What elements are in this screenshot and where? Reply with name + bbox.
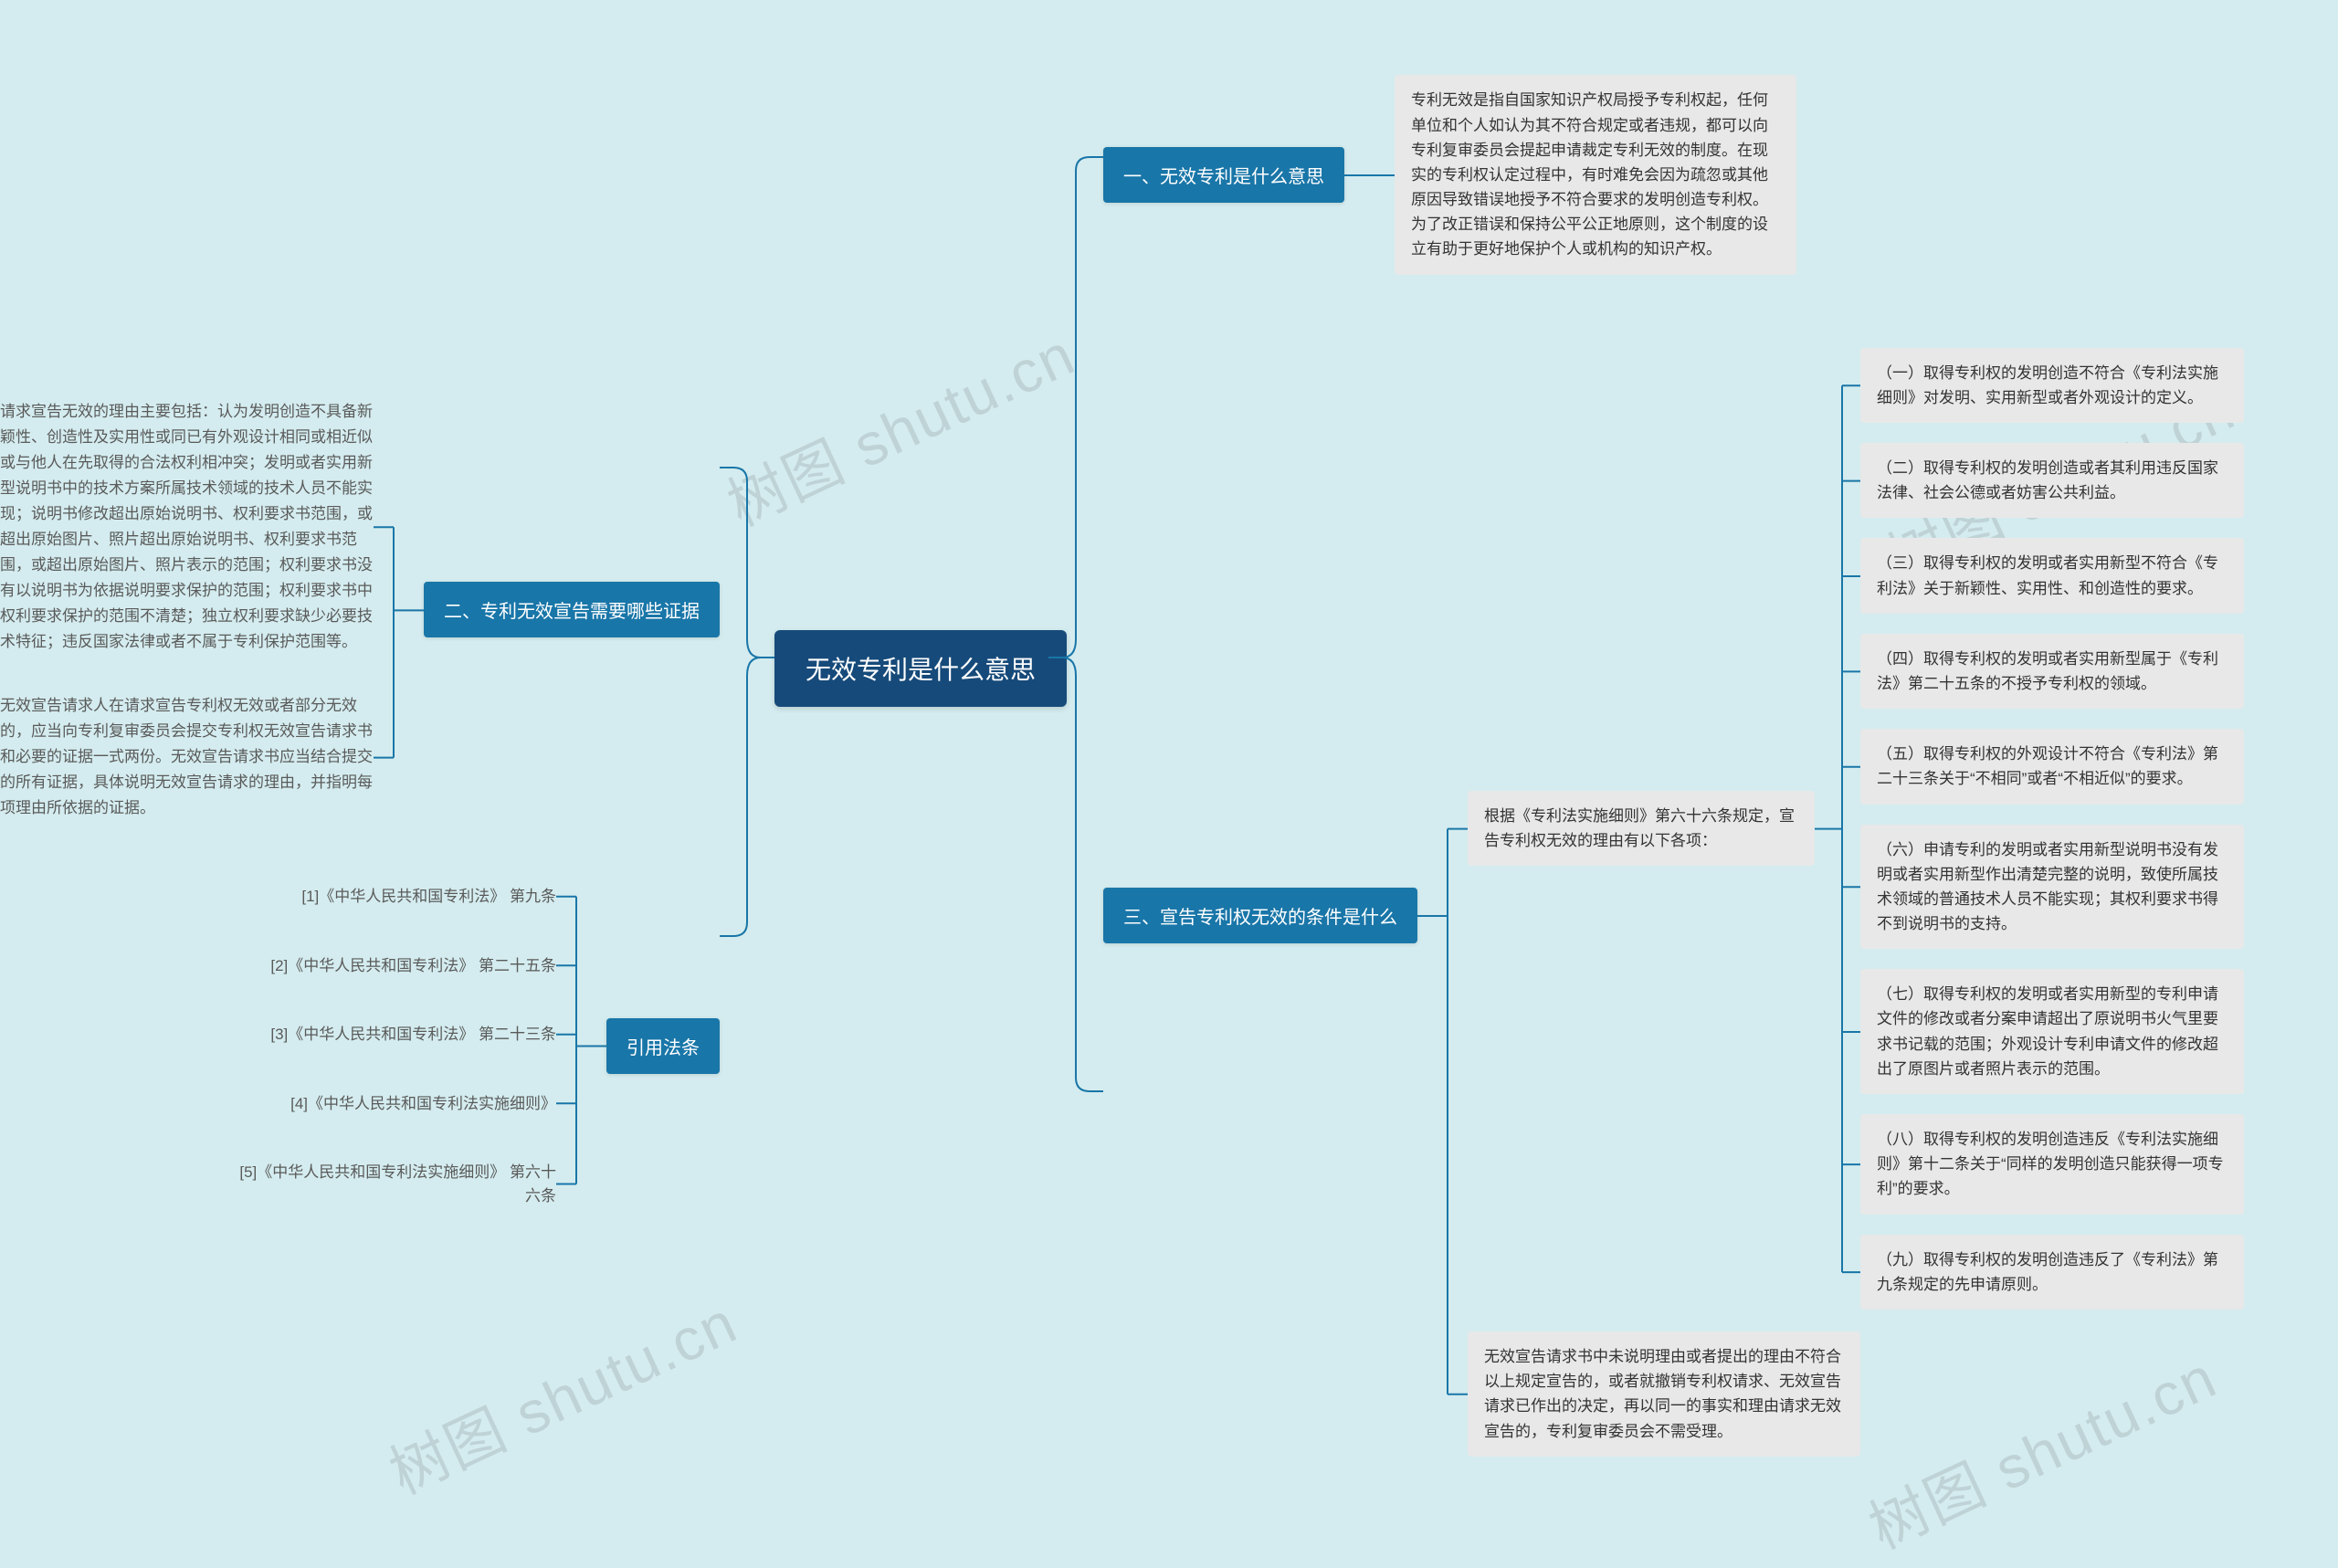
leaf-node[interactable]: 无效宣告请求书中未说明理由或者提出的理由不符合以上规定宣告的，或者就撤销专利权请… bbox=[1468, 1331, 1860, 1457]
sub-leaf-node[interactable]: （八）取得专利权的发明创造违反《专利法实施细则》第十二条关于“同样的发明创造只能… bbox=[1860, 1114, 2244, 1215]
mindmap-canvas: 树图 shutu.cn 树图 shutu.cn 树图 shutu.cn 树图 s… bbox=[0, 0, 2338, 1568]
sub-leaf-node[interactable]: （九）取得专利权的发明创造违反了《专利法》第九条规定的先申请原则。 bbox=[1860, 1235, 2244, 1310]
ref-item: [3]《中华人民共和国专利法》 第二十三条 bbox=[270, 1019, 556, 1050]
branch-node[interactable]: 二、专利无效宣告需要哪些证据 bbox=[424, 582, 720, 637]
branch-node[interactable]: 三、宣告专利权无效的条件是什么 bbox=[1103, 888, 1417, 943]
connector bbox=[374, 394, 424, 827]
leaf-node[interactable]: 专利无效是指自国家知识产权局授予专利权起，任何单位和个人如认为其不符合规定或者违… bbox=[1395, 75, 1796, 274]
ref-item: [5]《中华人民共和国专利法实施细则》 第六十六条 bbox=[227, 1157, 556, 1211]
branch-node[interactable]: 引用法条 bbox=[606, 1018, 720, 1074]
connector bbox=[1815, 348, 1860, 1310]
leaf-plain-text: 请求宣告无效的理由主要包括：认为发明创造不具备新颖性、创造性及实用性或同已有外观… bbox=[0, 394, 374, 660]
sub-leaf-node[interactable]: （七）取得专利权的发明或者实用新型的专利申请文件的修改或者分案申请超出了原说明书… bbox=[1860, 969, 2244, 1094]
branch-left-2: 引用法条 [1]《中华人民共和国专利法》 第九条 [2]《中华人民共和国专利法》… bbox=[0, 881, 720, 1211]
sub-leaf-node[interactable]: （五）取得专利权的外观设计不符合《专利法》第二十三条关于“不相同”或者“不相近似… bbox=[1860, 729, 2244, 804]
root-right-connector bbox=[1048, 0, 1103, 1568]
branch-node[interactable]: 一、无效专利是什么意思 bbox=[1103, 147, 1344, 203]
branch-right-1: 一、无效专利是什么意思 专利无效是指自国家知识产权局授予专利权起，任何单位和个人… bbox=[1103, 75, 2244, 274]
leaf-node[interactable]: 根据《专利法实施细则》第六十六条规定，宣告专利权无效的理由有以下各项： bbox=[1468, 791, 1815, 866]
connector bbox=[556, 881, 606, 1211]
sub-leaf-node[interactable]: （一）取得专利权的发明创造不符合《专利法实施细则》对发明、实用新型或者外观设计的… bbox=[1860, 348, 2244, 423]
sub-leaf-node[interactable]: （四）取得专利权的发明或者实用新型属于《专利法》第二十五条的不授予专利权的领域。 bbox=[1860, 634, 2244, 709]
branch-right-2: 三、宣告专利权无效的条件是什么 根据《专利法实施细则》第六十六条规定，宣告专利权… bbox=[1103, 339, 2244, 1493]
branch-left-1: 二、专利无效宣告需要哪些证据 请求宣告无效的理由主要包括：认为发明创造不具备新颖… bbox=[0, 394, 720, 827]
leaf-plain-text: 无效宣告请求人在请求宣告专利权无效或者部分无效的，应当向专利复审委员会提交专利权… bbox=[0, 688, 374, 826]
root-left-connector bbox=[720, 0, 774, 1568]
ref-item: [2]《中华人民共和国专利法》 第二十五条 bbox=[270, 951, 556, 982]
right-subtree: 一、无效专利是什么意思 专利无效是指自国家知识产权局授予专利权起，任何单位和个人… bbox=[1048, 0, 2318, 1568]
ref-item: [4]《中华人民共和国专利法实施细则》 bbox=[290, 1089, 556, 1120]
sub-leaf-node[interactable]: （六）申请专利的发明或者实用新型说明书没有发明或者实用新型作出清楚完整的说明，致… bbox=[1860, 825, 2244, 950]
ref-item: [1]《中华人民共和国专利法》 第九条 bbox=[301, 881, 556, 912]
left-subtree: 二、专利无效宣告需要哪些证据 请求宣告无效的理由主要包括：认为发明创造不具备新颖… bbox=[0, 0, 774, 1568]
connector bbox=[1344, 75, 1395, 274]
sub-leaf-node[interactable]: （三）取得专利权的发明或者实用新型不符合《专利法》关于新颖性、实用性、和创造性的… bbox=[1860, 538, 2244, 613]
leaf-with-children: 根据《专利法实施细则》第六十六条规定，宣告专利权无效的理由有以下各项： （一）取… bbox=[1468, 348, 2244, 1310]
connector bbox=[1417, 339, 1468, 1493]
sub-leaf-node[interactable]: （二）取得专利权的发明创造或者其利用违反国家法律、社会公德或者妨害公共利益。 bbox=[1860, 443, 2244, 518]
root-node[interactable]: 无效专利是什么意思 bbox=[774, 630, 1067, 707]
